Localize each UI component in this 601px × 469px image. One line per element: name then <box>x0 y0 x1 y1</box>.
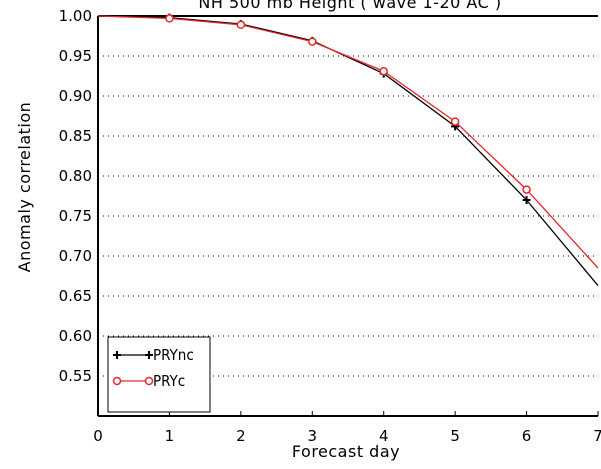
y-tick-label: 0.95 <box>59 47 92 65</box>
series-line-pryc <box>97 15 599 269</box>
y-tick-label: 0.80 <box>59 167 92 185</box>
x-tick-label: 0 <box>93 427 103 445</box>
y-tick-label: 0.60 <box>59 327 92 345</box>
x-tick-label: 3 <box>308 427 318 445</box>
y-tick-label: 0.55 <box>59 367 92 385</box>
legend-label-prync: PRYnc <box>153 346 194 364</box>
legend-box <box>107 336 211 413</box>
data-point-pryc <box>379 66 388 76</box>
data-point-pryc <box>450 117 460 126</box>
x-tick-label: 1 <box>165 427 175 445</box>
series-lines <box>97 13 599 287</box>
y-tick-label: 0.70 <box>59 247 92 265</box>
y-axis-title: Anomaly correlation <box>15 102 34 273</box>
y-tick-label: 1.00 <box>59 7 92 25</box>
y-tick-label: 0.85 <box>59 127 92 145</box>
legend-marker-end <box>144 376 154 386</box>
data-point-pryc <box>165 14 174 23</box>
x-tick-label: 2 <box>236 427 246 445</box>
chart-title: NH 500 mb Height ( wave 1-20 AC ) <box>198 0 501 12</box>
legend-marker-end <box>145 351 153 359</box>
x-tick-label: 6 <box>522 427 532 445</box>
tick-labels: 1.00 0.95 0.90 0.85 0.80 0.75 0.70 0.65 0.60 0.55… <box>59 7 601 445</box>
y-tick-label: 0.65 <box>59 287 92 305</box>
data-point-pryc <box>308 37 317 46</box>
legend-marker-start <box>113 351 121 359</box>
x-tick-label: 5 <box>450 427 460 445</box>
x-tick-label: 7 <box>593 427 601 445</box>
x-tick-label: 4 <box>379 427 389 445</box>
grid-lines <box>98 55 598 377</box>
data-point-pryc <box>522 185 531 194</box>
legend-marker-start <box>112 376 122 386</box>
x-axis-title: Forecast day <box>292 442 400 461</box>
data-point-pryc <box>236 20 246 30</box>
data-point-prync <box>522 196 531 204</box>
legend-label-pryc: PRYc <box>153 372 185 390</box>
series-line-prync <box>97 15 599 287</box>
axes <box>97 15 599 417</box>
y-tick-label: 0.75 <box>59 207 92 225</box>
legend: PRYnc PRYc <box>107 336 211 413</box>
y-tick-label: 0.90 <box>59 87 92 105</box>
